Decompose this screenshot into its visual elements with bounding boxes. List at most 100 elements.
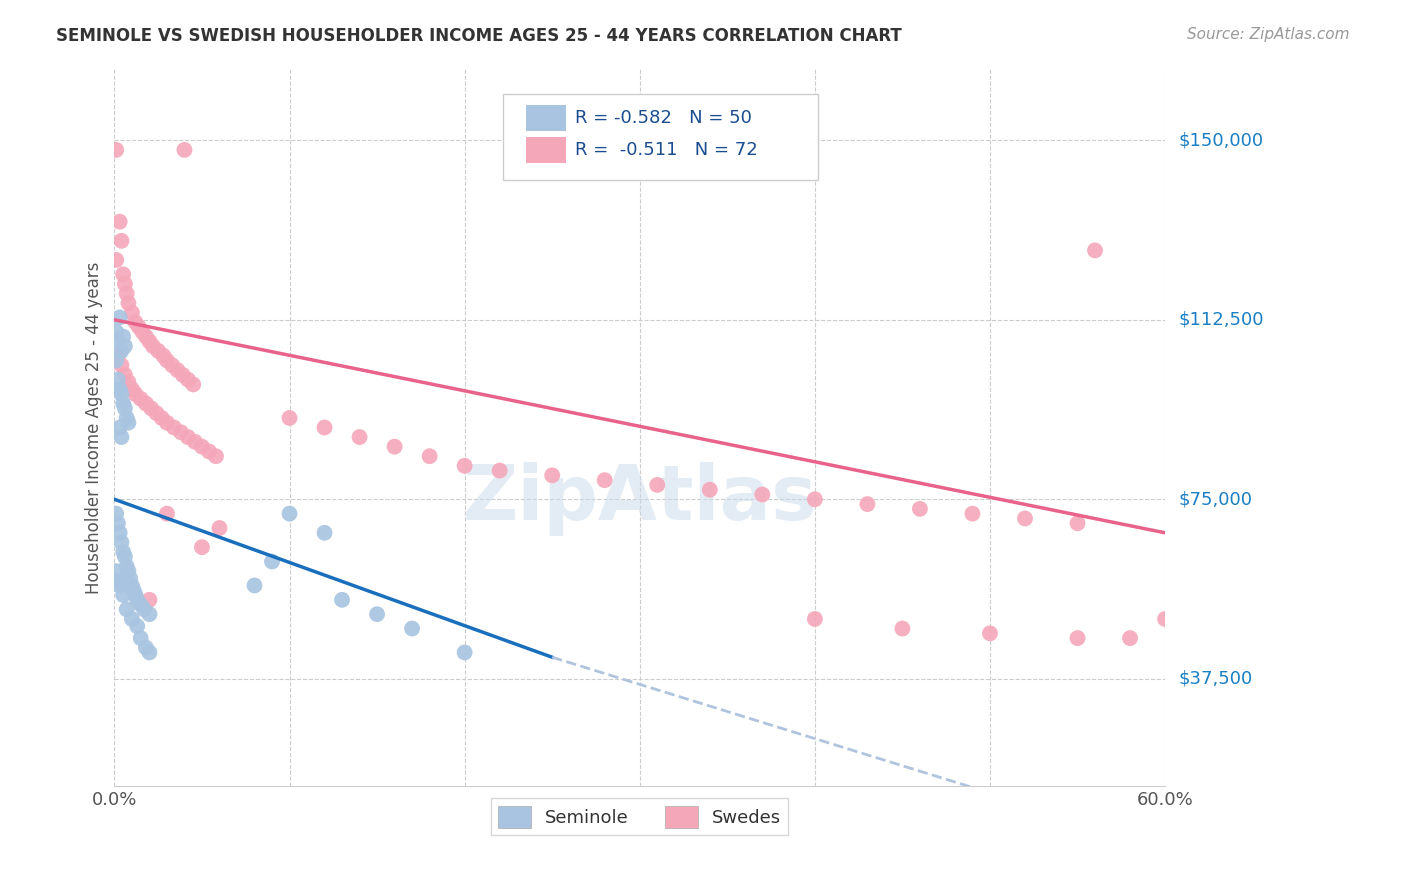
Legend: Seminole, Swedes: Seminole, Swedes [491,798,789,835]
Text: R =  -0.511   N = 72: R = -0.511 N = 72 [575,141,758,159]
Point [804,612,827,626]
Y-axis label: Householder Income Ages 25 - 44 years: Householder Income Ages 25 - 44 years [86,261,103,594]
Point [107,334,129,349]
Point [108,420,131,434]
Point [1014,511,1036,525]
Point [108,525,131,540]
Point [138,592,160,607]
Point [699,483,721,497]
Point [110,430,132,444]
Point [129,392,152,406]
Point [121,578,143,592]
Point [108,215,131,229]
Point [401,622,423,636]
Point [453,458,475,473]
Point [173,143,195,157]
Point [191,540,214,554]
Point [177,430,200,444]
Point [110,535,132,549]
Point [105,252,128,267]
Point [120,571,142,585]
Text: $75,000: $75,000 [1180,491,1253,508]
Point [243,578,266,592]
Point [156,507,179,521]
Point [108,310,131,325]
Point [488,464,510,478]
Point [135,396,157,410]
Point [105,507,128,521]
Point [163,420,186,434]
Point [110,234,132,248]
Point [121,612,143,626]
Point [112,329,135,343]
Point [314,420,336,434]
Point [135,640,157,655]
Point [121,382,143,396]
Point [134,602,156,616]
Point [105,564,128,578]
Point [122,583,145,598]
Text: Source: ZipAtlas.com: Source: ZipAtlas.com [1187,27,1350,42]
Point [110,387,132,401]
Point [131,325,153,339]
Point [150,411,173,425]
Point [129,631,152,645]
Point [115,411,138,425]
Point [979,626,1001,640]
Point [141,401,163,416]
Point [114,549,136,564]
Point [128,320,150,334]
Point [205,449,228,463]
Point [1084,244,1107,258]
Point [112,545,135,559]
Point [166,363,188,377]
Text: R = -0.582   N = 50: R = -0.582 N = 50 [575,109,751,127]
Point [645,478,668,492]
Point [115,559,138,574]
Point [172,368,194,382]
Point [117,416,139,430]
Text: SEMINOLE VS SWEDISH HOUSEHOLDER INCOME AGES 25 - 44 YEARS CORRELATION CHART: SEMINOLE VS SWEDISH HOUSEHOLDER INCOME A… [56,27,903,45]
Point [117,296,139,310]
Point [908,501,931,516]
Point [191,440,214,454]
Text: ZipAtlas: ZipAtlas [463,462,817,536]
Point [114,339,136,353]
Point [349,430,371,444]
FancyBboxPatch shape [526,105,567,131]
Point [121,305,143,319]
Point [152,349,174,363]
Point [593,473,616,487]
Point [108,382,131,396]
Point [751,487,773,501]
Text: $37,500: $37,500 [1180,670,1253,688]
Point [330,592,353,607]
Point [198,444,221,458]
Point [107,373,129,387]
Point [384,440,406,454]
Point [278,411,301,425]
Point [184,434,207,449]
Point [891,622,914,636]
Point [112,396,135,410]
Point [124,387,146,401]
Point [177,373,200,387]
Point [142,339,165,353]
Point [962,507,984,521]
Point [1154,612,1177,626]
Point [453,645,475,659]
Point [110,359,132,373]
Point [127,592,149,607]
Point [208,521,231,535]
Point [114,277,136,291]
Point [105,353,128,368]
Point [260,555,283,569]
Point [105,325,128,339]
Point [114,368,136,382]
Point [856,497,879,511]
Point [1066,631,1088,645]
Point [117,564,139,578]
Point [135,329,157,343]
Point [107,516,129,531]
Point [314,525,336,540]
